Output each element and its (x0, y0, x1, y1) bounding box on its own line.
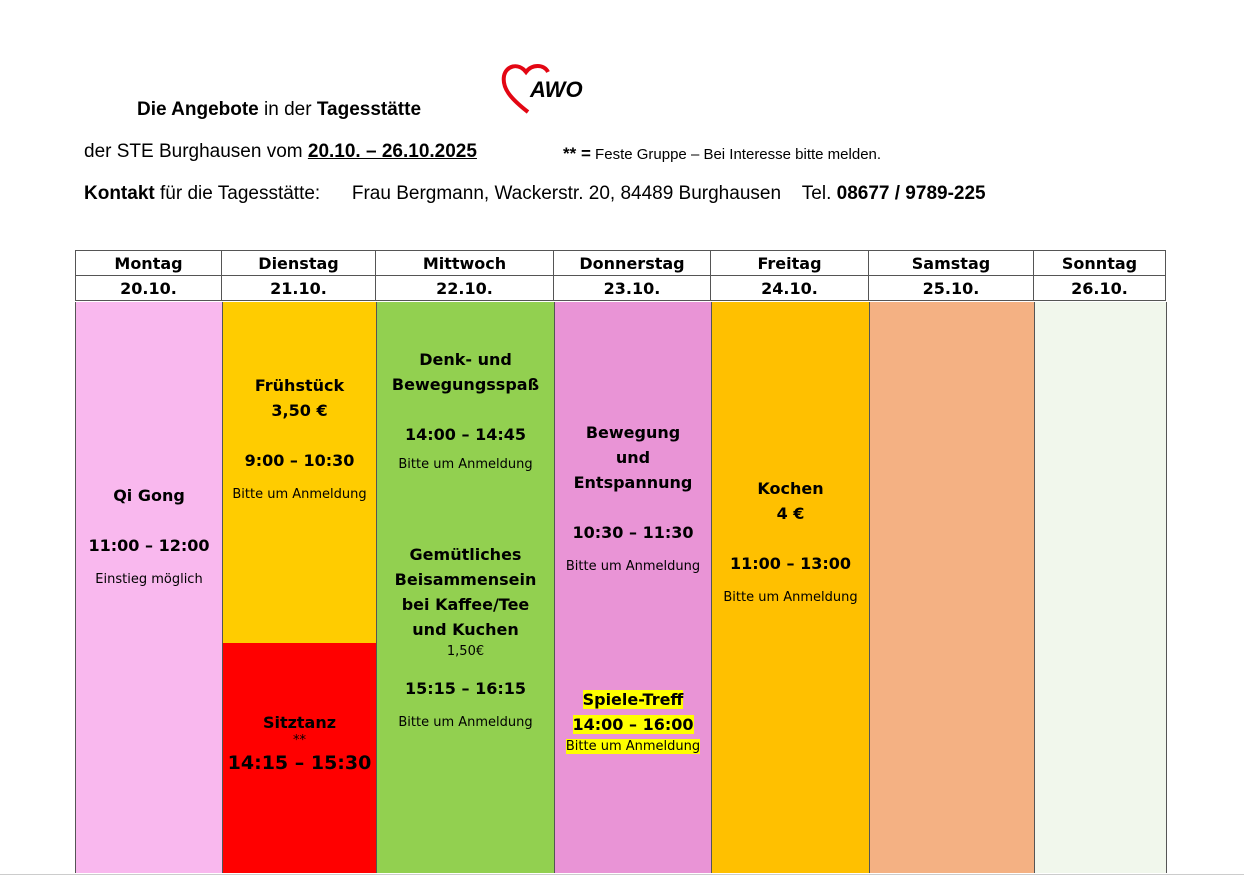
day-header: Sonntag (1033, 250, 1166, 276)
day-header: Mittwoch (375, 250, 554, 276)
day-date: 20.10. (75, 275, 222, 301)
sunday-column (1034, 302, 1167, 873)
day-date: 22.10. (375, 275, 554, 301)
sitztanz-block: Sitztanz ** 14:15 – 15:30 (223, 643, 376, 873)
day-date: 21.10. (221, 275, 376, 301)
day-date: 26.10. (1033, 275, 1166, 301)
awo-logo: AWO (500, 60, 590, 120)
wednesday-column: Denk- und Bewegungsspaß 14:00 – 14:45 Bitte… (376, 302, 555, 873)
tuesday-column: Frühstück 3,50 €9:00 – 10:30 Bitte um Anme… (222, 302, 377, 873)
day-header: Samstag (868, 250, 1034, 276)
thursday-column: Bewegung und Entspannung 10:30 – 11:30 Bitte… (554, 302, 712, 873)
date-line: der STE Burghausen vom 20.10. – 26.10.20… (84, 141, 477, 162)
day-header: Montag (75, 250, 222, 276)
day-date: 25.10. (868, 275, 1034, 301)
page-edge (0, 874, 1244, 875)
day-date: 24.10. (710, 275, 869, 301)
friday-column: Kochen 4 €11:00 – 13:00 Bitte um Anmeldung (711, 302, 870, 873)
monday-column: Qi Gong 11:00 – 12:00 Einstieg möglich (75, 302, 223, 873)
day-header: Donnerstag (553, 250, 711, 276)
legend-note: ** = Feste Gruppe – Bei Interesse bitte … (563, 144, 882, 163)
day-date: 23.10. (553, 275, 711, 301)
day-header: Freitag (710, 250, 869, 276)
saturday-column (869, 302, 1035, 873)
svg-text:AWO: AWO (529, 77, 583, 102)
day-header: Dienstag (221, 250, 376, 276)
contact-line: Kontakt für die Tagesstätte: Frau Bergma… (84, 183, 986, 204)
schedule-header: Montag Dienstag Mittwoch Donnerstag Freitag S… (75, 250, 1166, 301)
page-title: Die Angebote in der Tagesstätte (137, 99, 422, 120)
